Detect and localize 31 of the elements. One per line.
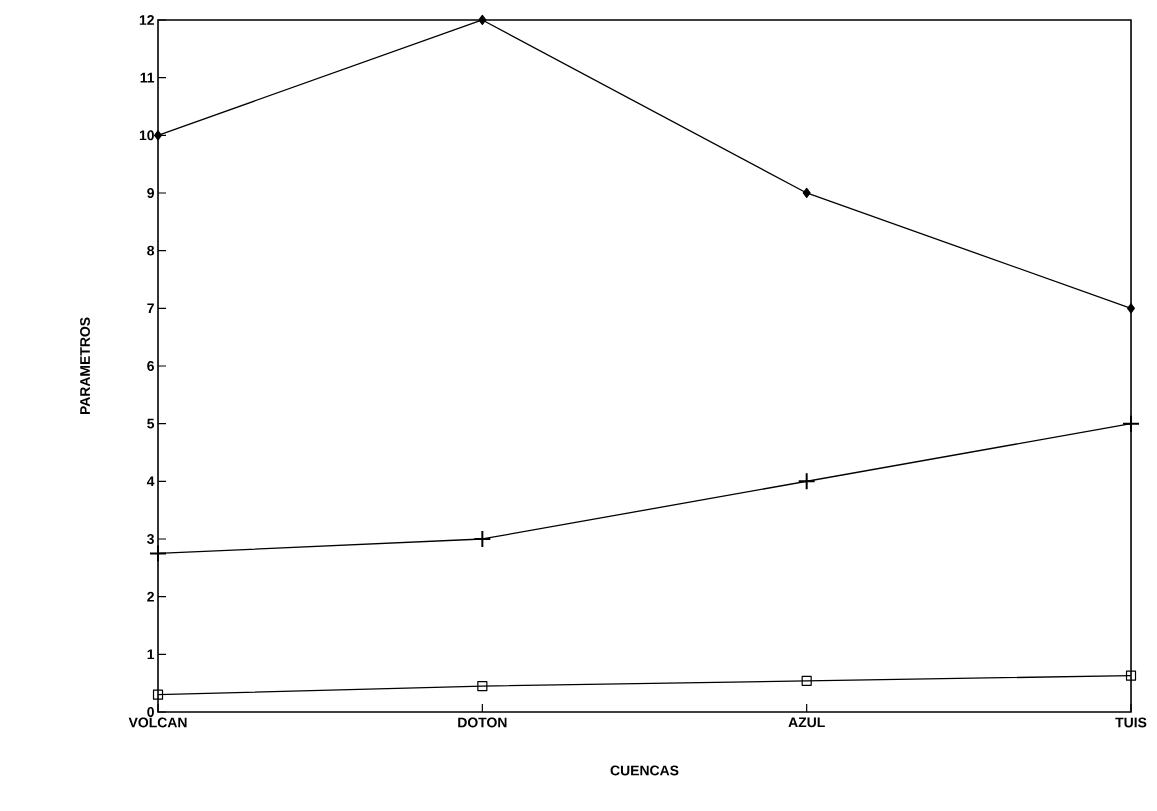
point bbox=[1122, 414, 1141, 433]
point bbox=[801, 675, 812, 686]
x-tick-label: DOTON bbox=[458, 717, 507, 728]
y-axis-title: PARAMETROS bbox=[80, 317, 90, 415]
y-tick-label: 0 bbox=[147, 707, 154, 717]
y-tick-label: 7 bbox=[147, 303, 154, 314]
x-tick-label: AZUL bbox=[788, 717, 825, 728]
point bbox=[1127, 303, 1135, 314]
y-tick-label: 5 bbox=[147, 418, 155, 429]
x-tick-label: TUIS bbox=[1115, 717, 1147, 728]
point bbox=[477, 680, 488, 692]
point bbox=[149, 544, 168, 563]
point bbox=[154, 130, 162, 141]
point bbox=[152, 689, 164, 700]
y-tick-label: 4 bbox=[146, 476, 155, 487]
y-tick-label: 2 bbox=[147, 591, 154, 602]
y-tick-label: 10 bbox=[139, 130, 154, 141]
y-tick-label: 9 bbox=[147, 188, 154, 198]
y-tick-label: 8 bbox=[147, 245, 155, 256]
y-tick-label: 11 bbox=[140, 72, 155, 83]
y-tick-label: 6 bbox=[147, 361, 154, 371]
y-tick-label: 12 bbox=[139, 15, 154, 25]
point bbox=[478, 14, 487, 26]
y-tick-label: 3 bbox=[147, 534, 154, 544]
point bbox=[1125, 670, 1137, 681]
x-tick-label: VOLCAN bbox=[128, 717, 187, 728]
point bbox=[797, 472, 816, 491]
y-tick-label: 1 bbox=[147, 649, 155, 660]
x-axis-title: CUENCAS bbox=[610, 765, 679, 776]
point bbox=[473, 529, 492, 548]
point bbox=[802, 187, 811, 199]
